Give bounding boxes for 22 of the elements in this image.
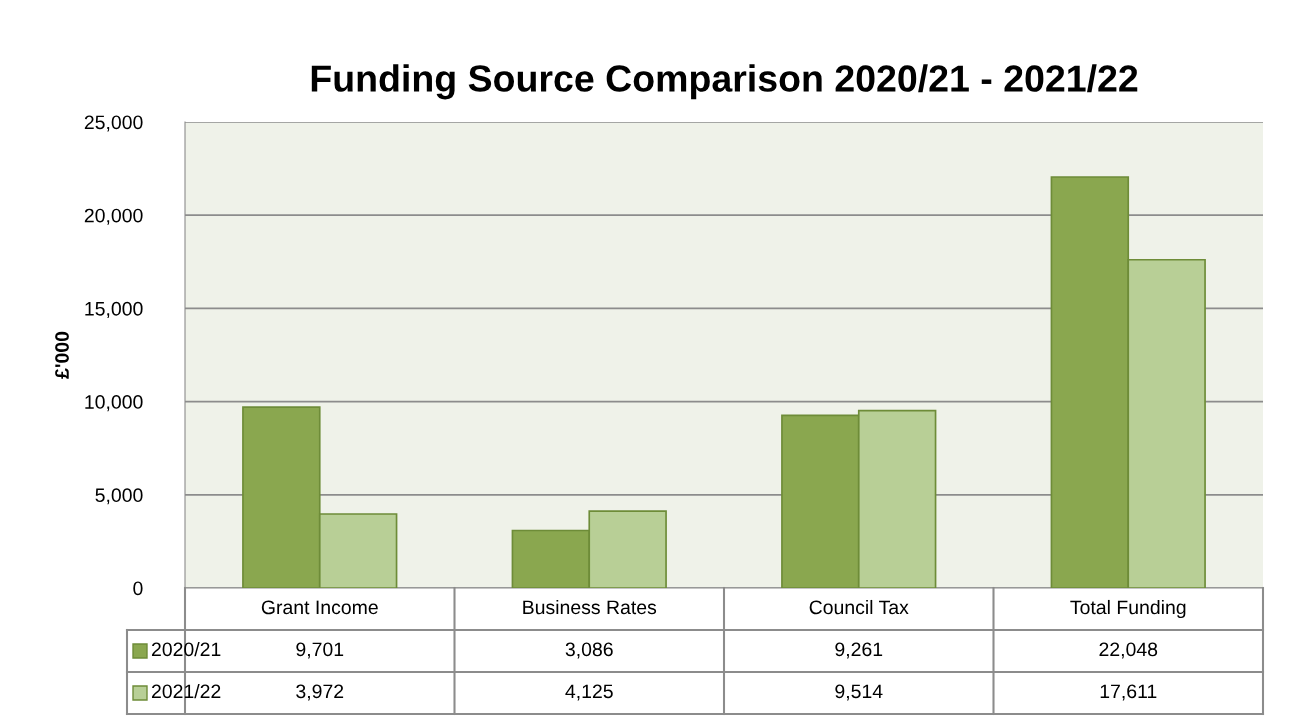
y-tick-label: 0 [133,581,143,596]
data-label: 3,086 [565,642,613,659]
y-tick-label: 15,000 [85,301,143,318]
x-tick-label: Business Rates [523,599,657,615]
data-label: 9,701 [296,642,344,659]
chart-title: Funding Source Comparison 2020/21 - 2021/22 [311,64,1138,100]
data-label: 3,972 [296,684,344,701]
y-tick-label: 5,000 [95,488,143,505]
legend-label: 2021/22 [151,683,221,699]
x-tick-label: Grant Income [261,600,378,615]
x-tick-label: Council Tax [809,599,909,615]
data-label: 22,048 [1099,642,1158,659]
legend-label: 2020/21 [151,641,221,657]
data-label: 9,514 [835,684,883,701]
x-tick-label: Total Funding [1070,599,1186,619]
data-label: 9,261 [835,642,883,659]
y-tick-label: 20,000 [84,208,143,225]
y-axis-title: £'000 [55,331,69,379]
data-label: 17,611 [1100,684,1157,701]
data-label: 4,125 [565,684,613,701]
y-tick-label: 10,000 [85,395,143,412]
y-tick-label: 25,000 [84,115,143,132]
